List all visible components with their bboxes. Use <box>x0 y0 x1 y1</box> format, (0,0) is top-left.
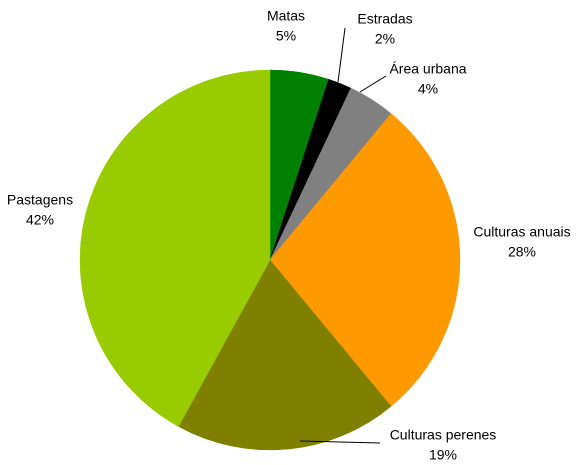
slice-label: Culturas anuais <box>473 224 570 240</box>
leader-line <box>299 440 381 444</box>
slice-value-label: 5% <box>276 28 296 44</box>
slice-label: Culturas perenes <box>390 427 497 443</box>
slice-value-label: 42% <box>26 212 54 228</box>
slice-value-label: 2% <box>375 31 395 47</box>
pie-slice <box>178 259 392 451</box>
slice-label: Área urbana <box>389 61 466 77</box>
slice-label: Pastagens <box>7 192 73 208</box>
slice-value-label: 4% <box>418 81 438 97</box>
leader-line <box>337 27 346 83</box>
slice-label: Estradas <box>357 11 412 27</box>
leader-line <box>359 75 387 93</box>
slice-value-label: 19% <box>429 447 457 463</box>
pie-slice <box>269 113 461 407</box>
slice-label: Matas <box>267 8 305 24</box>
slice-value-label: 28% <box>508 244 536 260</box>
pie-slice <box>79 69 271 427</box>
